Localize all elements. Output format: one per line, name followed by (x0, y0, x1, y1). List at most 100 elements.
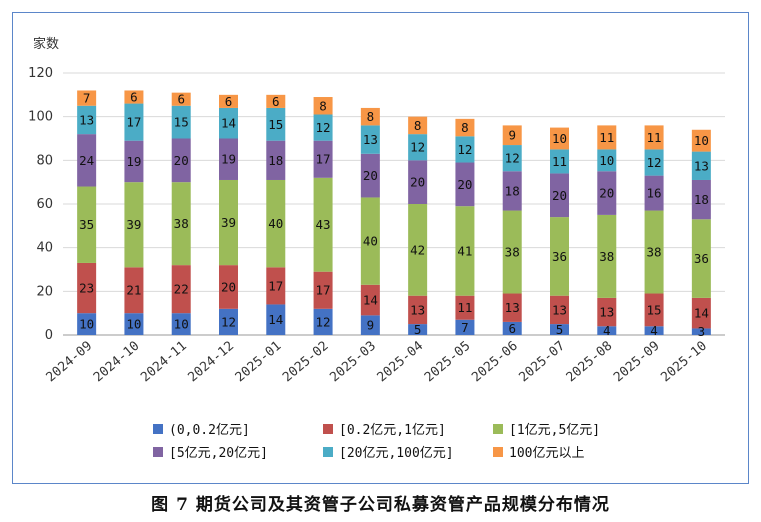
data-labels: 1023352413710213919176102238201561220391… (79, 90, 709, 340)
data-label: 5 (414, 322, 422, 337)
data-label: 6 (272, 94, 280, 109)
legend-label: [5亿元,20亿元] (169, 446, 268, 461)
data-label: 9 (508, 128, 516, 143)
bar-segment (455, 206, 475, 296)
bar-segment (597, 125, 617, 150)
data-label: 10 (126, 317, 141, 332)
x-tick-label: 2025-06 (469, 339, 521, 386)
data-label: 9 (367, 318, 375, 333)
bar-segment (455, 295, 475, 320)
bar-segment (266, 304, 286, 335)
gridlines (63, 72, 725, 336)
data-label: 20 (174, 153, 189, 168)
bar-segment (550, 127, 569, 150)
x-axis-ticks: 2024-092024-102024-112024-122025-012025-… (44, 338, 710, 385)
bar-segment (408, 160, 428, 204)
bar-segment (219, 308, 238, 335)
bar-segment (313, 114, 333, 141)
bar-segment (77, 262, 97, 314)
legend: (0,0.2亿元] [0.2亿元,1亿元] [1亿元,5亿元] [5亿元,20亿元] [… (153, 423, 600, 461)
data-label: 38 (647, 245, 662, 260)
data-label: 40 (363, 234, 378, 249)
y-axis-ticks: 0 20 40 60 80 100 120 (28, 66, 53, 343)
data-label: 8 (319, 98, 327, 113)
data-label: 11 (552, 154, 567, 169)
data-label: 39 (126, 217, 141, 232)
bar-segment (360, 197, 380, 285)
bar-segment (360, 284, 380, 316)
bar-segment (455, 162, 475, 207)
bar-segment (124, 103, 144, 141)
data-label: 42 (410, 242, 425, 257)
bar-segment (691, 179, 711, 220)
data-label: 18 (505, 183, 520, 198)
bar-segment (124, 140, 144, 183)
data-label: 15 (647, 302, 662, 317)
bar-segment (171, 265, 191, 314)
x-tick-label: 2024-11 (138, 339, 190, 386)
bar-segment (550, 295, 569, 325)
legend-swatch (323, 447, 333, 457)
bar-segment (77, 134, 97, 187)
bar-segment (597, 326, 617, 335)
x-tick-label: 2025-09 (611, 339, 663, 386)
bar-segment (266, 267, 286, 305)
bar-segment (219, 179, 238, 266)
bar-segment (360, 125, 380, 154)
data-label: 22 (174, 282, 189, 297)
data-label: 13 (363, 132, 378, 147)
data-label: 36 (552, 249, 567, 264)
x-tick-label: 2025-03 (327, 339, 379, 386)
data-label: 21 (126, 283, 141, 298)
bar-segment (219, 94, 238, 108)
data-label: 12 (505, 151, 520, 166)
bar-segment (597, 149, 617, 172)
bar-segment (360, 153, 380, 198)
bar-segment (691, 219, 711, 298)
data-label: 8 (461, 120, 469, 135)
data-label: 13 (410, 302, 425, 317)
legend-swatch (153, 424, 163, 434)
bar-segment (408, 134, 428, 161)
bar-segment (77, 105, 97, 135)
y-tick-label: 80 (36, 153, 53, 168)
bar-segment (124, 182, 144, 268)
data-label: 7 (83, 91, 91, 106)
data-label: 18 (268, 153, 283, 168)
data-label: 13 (552, 302, 567, 317)
data-label: 17 (316, 152, 331, 167)
bar-segment (644, 293, 664, 327)
data-label: 13 (599, 305, 614, 320)
bar-segment (644, 175, 664, 211)
bar-segment (219, 265, 238, 309)
data-label: 39 (221, 215, 236, 230)
data-label: 10 (694, 133, 709, 148)
legend-swatch (493, 447, 503, 457)
x-tick-label: 2025-10 (658, 339, 710, 386)
data-label: 23 (79, 281, 94, 296)
x-tick-label: 2024-10 (91, 339, 143, 386)
bar-segment (171, 105, 191, 139)
data-label: 13 (505, 300, 520, 315)
y-axis-label: 家数 (33, 36, 59, 52)
bar-segment (502, 125, 522, 146)
data-label: 13 (79, 112, 94, 127)
bar-segment (77, 90, 97, 106)
bar-segment (502, 321, 522, 335)
x-tick-label: 2025-08 (564, 339, 616, 386)
data-label: 12 (316, 120, 331, 135)
y-tick-label: 0 (45, 328, 53, 343)
data-label: 5 (556, 322, 564, 337)
data-label: 40 (268, 216, 283, 231)
x-tick-label: 2025-01 (233, 339, 285, 386)
bar-segment (171, 313, 191, 335)
x-tick-label: 2024-09 (44, 339, 96, 386)
data-label: 4 (650, 323, 658, 338)
y-tick-label: 20 (36, 284, 53, 299)
bar-segment (313, 97, 333, 115)
bar-segment (691, 297, 711, 329)
x-tick-label: 2025-07 (516, 339, 568, 386)
legend-swatch (493, 424, 503, 434)
bar-segment (550, 173, 569, 218)
